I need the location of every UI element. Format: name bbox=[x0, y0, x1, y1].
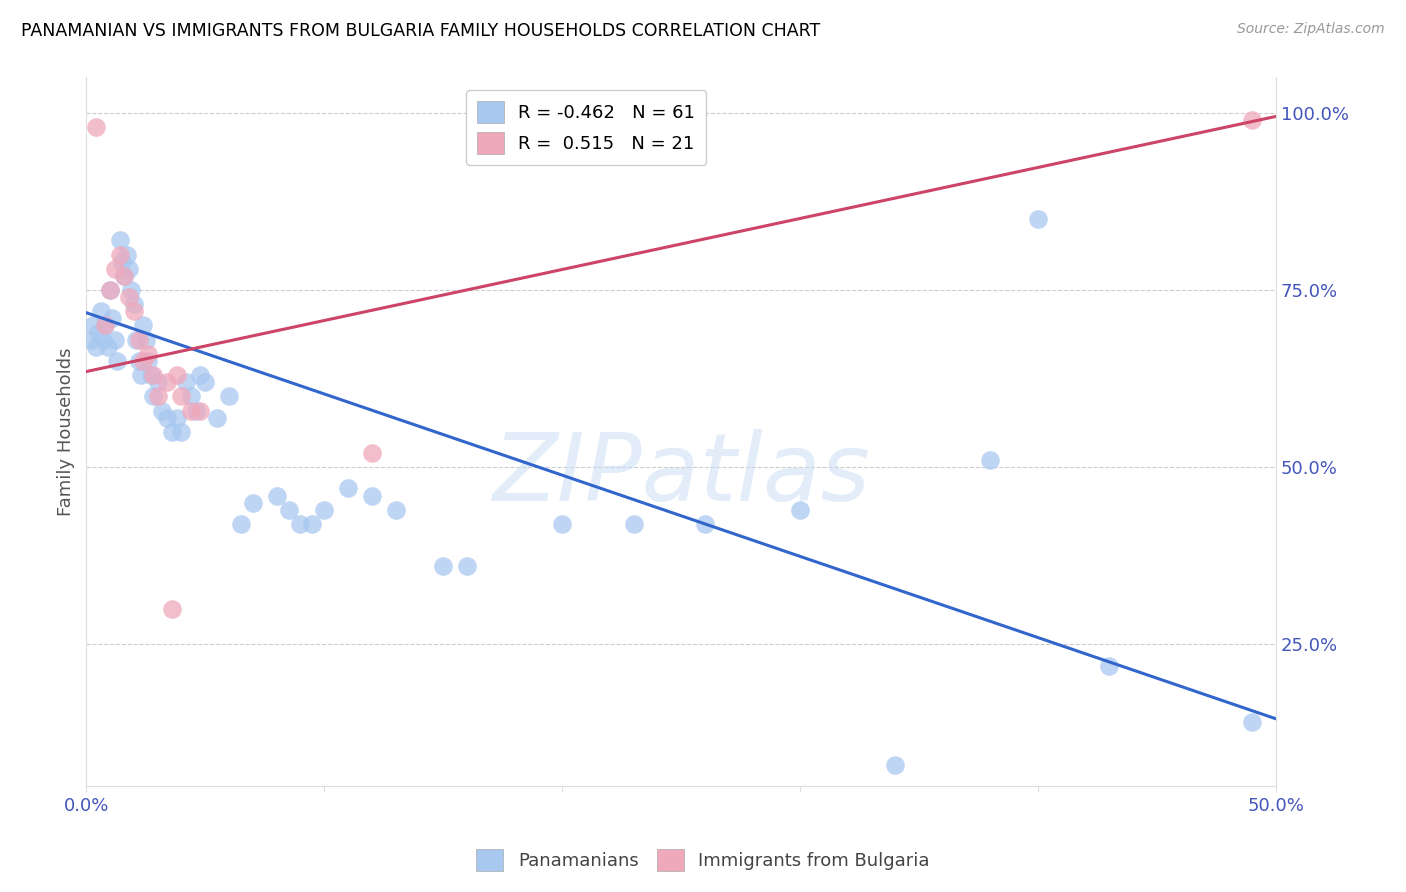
Point bbox=[146, 375, 169, 389]
Point bbox=[84, 340, 107, 354]
Point bbox=[160, 425, 183, 439]
Point bbox=[136, 347, 159, 361]
Point bbox=[170, 425, 193, 439]
Point bbox=[314, 502, 336, 516]
Point bbox=[112, 268, 135, 283]
Point bbox=[180, 403, 202, 417]
Point bbox=[101, 311, 124, 326]
Point bbox=[84, 120, 107, 134]
Point bbox=[94, 318, 117, 333]
Point bbox=[290, 516, 312, 531]
Point bbox=[184, 403, 207, 417]
Y-axis label: Family Households: Family Households bbox=[58, 348, 75, 516]
Point bbox=[884, 757, 907, 772]
Point bbox=[104, 261, 127, 276]
Text: PANAMANIAN VS IMMIGRANTS FROM BULGARIA FAMILY HOUSEHOLDS CORRELATION CHART: PANAMANIAN VS IMMIGRANTS FROM BULGARIA F… bbox=[21, 22, 820, 40]
Point bbox=[152, 403, 174, 417]
Text: ZIPatlas: ZIPatlas bbox=[492, 429, 870, 520]
Point bbox=[266, 489, 288, 503]
Point bbox=[115, 247, 138, 261]
Point bbox=[139, 368, 162, 383]
Point bbox=[122, 297, 145, 311]
Point bbox=[180, 389, 202, 403]
Point bbox=[132, 354, 155, 368]
Point bbox=[105, 354, 128, 368]
Point bbox=[205, 410, 228, 425]
Point bbox=[135, 333, 157, 347]
Point bbox=[384, 502, 406, 516]
Point bbox=[118, 261, 141, 276]
Point bbox=[108, 234, 131, 248]
Point bbox=[112, 268, 135, 283]
Point bbox=[1026, 212, 1049, 227]
Point bbox=[693, 516, 716, 531]
Point bbox=[98, 283, 121, 297]
Point bbox=[87, 326, 110, 340]
Point bbox=[1241, 715, 1264, 730]
Point bbox=[170, 389, 193, 403]
Point bbox=[1241, 112, 1264, 127]
Point bbox=[146, 389, 169, 403]
Point bbox=[136, 354, 159, 368]
Legend: Panamanians, Immigrants from Bulgaria: Panamanians, Immigrants from Bulgaria bbox=[470, 842, 936, 879]
Point bbox=[218, 389, 240, 403]
Point bbox=[94, 318, 117, 333]
Point bbox=[979, 453, 1001, 467]
Point bbox=[108, 247, 131, 261]
Point bbox=[97, 340, 120, 354]
Point bbox=[360, 489, 382, 503]
Point bbox=[360, 446, 382, 460]
Point bbox=[456, 559, 478, 574]
Point bbox=[432, 559, 454, 574]
Point bbox=[1098, 658, 1121, 673]
Point bbox=[160, 602, 183, 616]
Point bbox=[277, 502, 299, 516]
Point bbox=[125, 333, 148, 347]
Point bbox=[128, 354, 150, 368]
Point bbox=[82, 318, 104, 333]
Point bbox=[194, 375, 217, 389]
Point bbox=[301, 516, 323, 531]
Point bbox=[90, 304, 112, 318]
Point bbox=[122, 304, 145, 318]
Point bbox=[142, 368, 165, 383]
Point bbox=[104, 333, 127, 347]
Point bbox=[111, 254, 134, 268]
Point bbox=[128, 333, 150, 347]
Point bbox=[551, 516, 574, 531]
Point bbox=[623, 516, 645, 531]
Point bbox=[789, 502, 811, 516]
Point bbox=[190, 403, 212, 417]
Point bbox=[242, 496, 264, 510]
Point bbox=[337, 482, 360, 496]
Point bbox=[80, 333, 103, 347]
Text: Source: ZipAtlas.com: Source: ZipAtlas.com bbox=[1237, 22, 1385, 37]
Legend: R = -0.462   N = 61, R =  0.515   N = 21: R = -0.462 N = 61, R = 0.515 N = 21 bbox=[465, 90, 706, 165]
Point bbox=[174, 375, 197, 389]
Point bbox=[190, 368, 212, 383]
Point bbox=[121, 283, 143, 297]
Point bbox=[118, 290, 141, 304]
Point bbox=[91, 333, 114, 347]
Point bbox=[229, 516, 252, 531]
Point bbox=[156, 410, 179, 425]
Point bbox=[129, 368, 152, 383]
Point bbox=[132, 318, 155, 333]
Point bbox=[166, 368, 188, 383]
Point bbox=[142, 389, 165, 403]
Point bbox=[98, 283, 121, 297]
Point bbox=[166, 410, 188, 425]
Point bbox=[156, 375, 179, 389]
